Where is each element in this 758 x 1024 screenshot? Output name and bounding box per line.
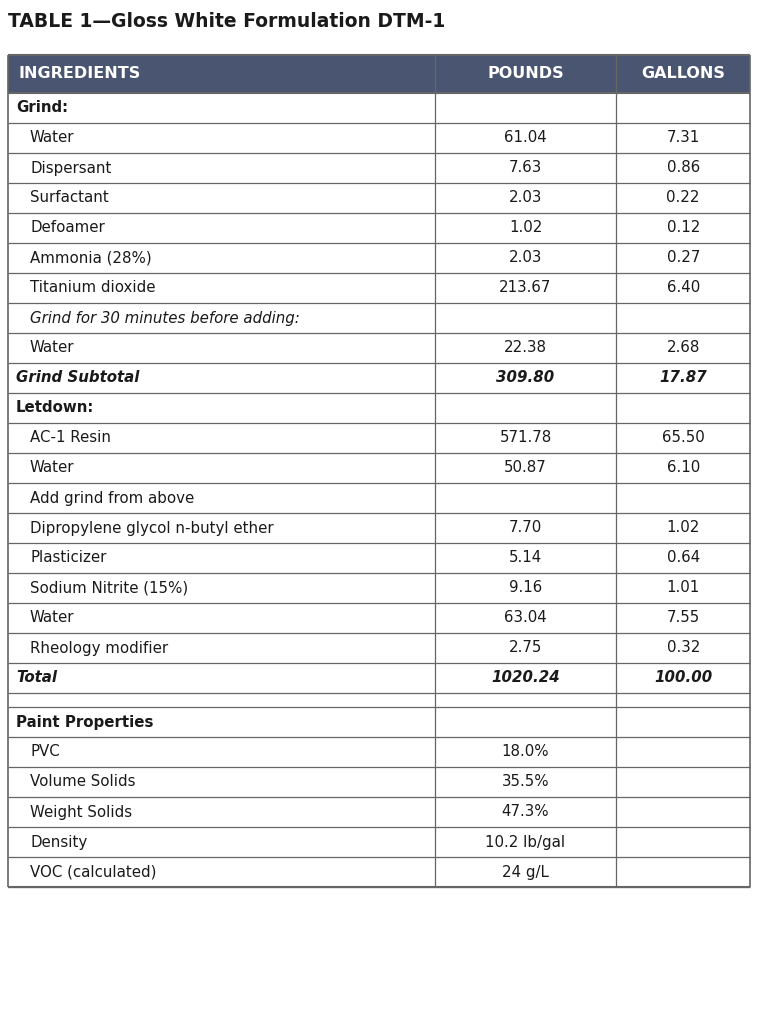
Text: Dipropylene glycol n-butyl ether: Dipropylene glycol n-butyl ether xyxy=(30,520,274,536)
Text: 22.38: 22.38 xyxy=(504,341,547,355)
Text: 7.63: 7.63 xyxy=(509,161,542,175)
Text: 0.64: 0.64 xyxy=(666,551,700,565)
Bar xyxy=(8,797,750,827)
Bar xyxy=(8,93,750,123)
Text: Grind:: Grind: xyxy=(16,100,68,116)
Text: 2.75: 2.75 xyxy=(509,640,542,655)
Text: PVC: PVC xyxy=(30,744,60,760)
Text: 7.31: 7.31 xyxy=(666,130,700,145)
Text: 309.80: 309.80 xyxy=(496,371,555,385)
Text: 0.32: 0.32 xyxy=(666,640,700,655)
Text: Water: Water xyxy=(30,341,74,355)
Text: 2.68: 2.68 xyxy=(666,341,700,355)
Bar xyxy=(8,362,750,393)
Text: 7.70: 7.70 xyxy=(509,520,542,536)
Text: 0.22: 0.22 xyxy=(666,190,700,206)
Bar xyxy=(8,737,750,767)
Text: Paint Properties: Paint Properties xyxy=(16,715,154,729)
Text: Water: Water xyxy=(30,130,74,145)
Text: 1.01: 1.01 xyxy=(666,581,700,596)
Bar xyxy=(8,393,750,423)
Bar xyxy=(8,423,750,453)
Bar xyxy=(8,707,750,737)
Text: 10.2 lb/gal: 10.2 lb/gal xyxy=(485,835,565,850)
Bar xyxy=(8,123,750,153)
Text: 0.27: 0.27 xyxy=(666,251,700,265)
Bar xyxy=(8,213,750,243)
Text: Sodium Nitrite (15%): Sodium Nitrite (15%) xyxy=(30,581,188,596)
Text: 1020.24: 1020.24 xyxy=(491,671,560,685)
Text: INGREDIENTS: INGREDIENTS xyxy=(18,67,140,82)
Text: 65.50: 65.50 xyxy=(662,430,705,445)
Bar xyxy=(8,767,750,797)
Text: 50.87: 50.87 xyxy=(504,461,547,475)
Text: Density: Density xyxy=(30,835,87,850)
Text: 5.14: 5.14 xyxy=(509,551,542,565)
Text: 100.00: 100.00 xyxy=(654,671,713,685)
Text: 7.55: 7.55 xyxy=(666,610,700,626)
Text: 24 g/L: 24 g/L xyxy=(502,864,549,880)
Text: 0.12: 0.12 xyxy=(666,220,700,236)
Bar xyxy=(8,55,750,93)
Text: 35.5%: 35.5% xyxy=(502,774,550,790)
Bar xyxy=(8,183,750,213)
Text: 63.04: 63.04 xyxy=(504,610,547,626)
Bar xyxy=(8,453,750,483)
Bar xyxy=(8,273,750,303)
Text: 1.02: 1.02 xyxy=(666,520,700,536)
Bar xyxy=(8,333,750,362)
Bar xyxy=(8,633,750,663)
Text: Rheology modifier: Rheology modifier xyxy=(30,640,168,655)
Text: 571.78: 571.78 xyxy=(500,430,552,445)
Text: AC-1 Resin: AC-1 Resin xyxy=(30,430,111,445)
Text: 213.67: 213.67 xyxy=(500,281,552,296)
Text: Grind for 30 minutes before adding:: Grind for 30 minutes before adding: xyxy=(30,310,299,326)
Bar xyxy=(8,153,750,183)
Text: Grind Subtotal: Grind Subtotal xyxy=(16,371,139,385)
Text: 9.16: 9.16 xyxy=(509,581,542,596)
Bar xyxy=(8,603,750,633)
Text: 18.0%: 18.0% xyxy=(502,744,550,760)
Text: Dispersant: Dispersant xyxy=(30,161,111,175)
Text: 6.10: 6.10 xyxy=(666,461,700,475)
Text: 61.04: 61.04 xyxy=(504,130,547,145)
Bar xyxy=(8,827,750,857)
Text: Plasticizer: Plasticizer xyxy=(30,551,106,565)
Text: Titanium dioxide: Titanium dioxide xyxy=(30,281,155,296)
Text: Defoamer: Defoamer xyxy=(30,220,105,236)
Text: VOC (calculated): VOC (calculated) xyxy=(30,864,156,880)
Text: Water: Water xyxy=(30,610,74,626)
Text: POUNDS: POUNDS xyxy=(487,67,564,82)
Text: 17.87: 17.87 xyxy=(659,371,707,385)
Text: TABLE 1—Gloss White Formulation DTM-1: TABLE 1—Gloss White Formulation DTM-1 xyxy=(8,12,445,31)
Text: Add grind from above: Add grind from above xyxy=(30,490,194,506)
Bar xyxy=(8,243,750,273)
Text: 47.3%: 47.3% xyxy=(502,805,550,819)
Text: Water: Water xyxy=(30,461,74,475)
Text: Weight Solids: Weight Solids xyxy=(30,805,132,819)
Bar xyxy=(8,483,750,513)
Text: 2.03: 2.03 xyxy=(509,251,542,265)
Bar xyxy=(8,573,750,603)
Text: 2.03: 2.03 xyxy=(509,190,542,206)
Bar xyxy=(8,663,750,693)
Bar xyxy=(8,543,750,573)
Text: 6.40: 6.40 xyxy=(666,281,700,296)
Text: 1.02: 1.02 xyxy=(509,220,542,236)
Bar xyxy=(8,693,750,707)
Text: 0.86: 0.86 xyxy=(666,161,700,175)
Text: Surfactant: Surfactant xyxy=(30,190,108,206)
Bar xyxy=(8,857,750,887)
Bar xyxy=(8,303,750,333)
Text: Total: Total xyxy=(16,671,57,685)
Bar xyxy=(8,513,750,543)
Text: Volume Solids: Volume Solids xyxy=(30,774,136,790)
Text: Ammonia (28%): Ammonia (28%) xyxy=(30,251,152,265)
Text: GALLONS: GALLONS xyxy=(641,67,725,82)
Text: Letdown:: Letdown: xyxy=(16,400,94,416)
